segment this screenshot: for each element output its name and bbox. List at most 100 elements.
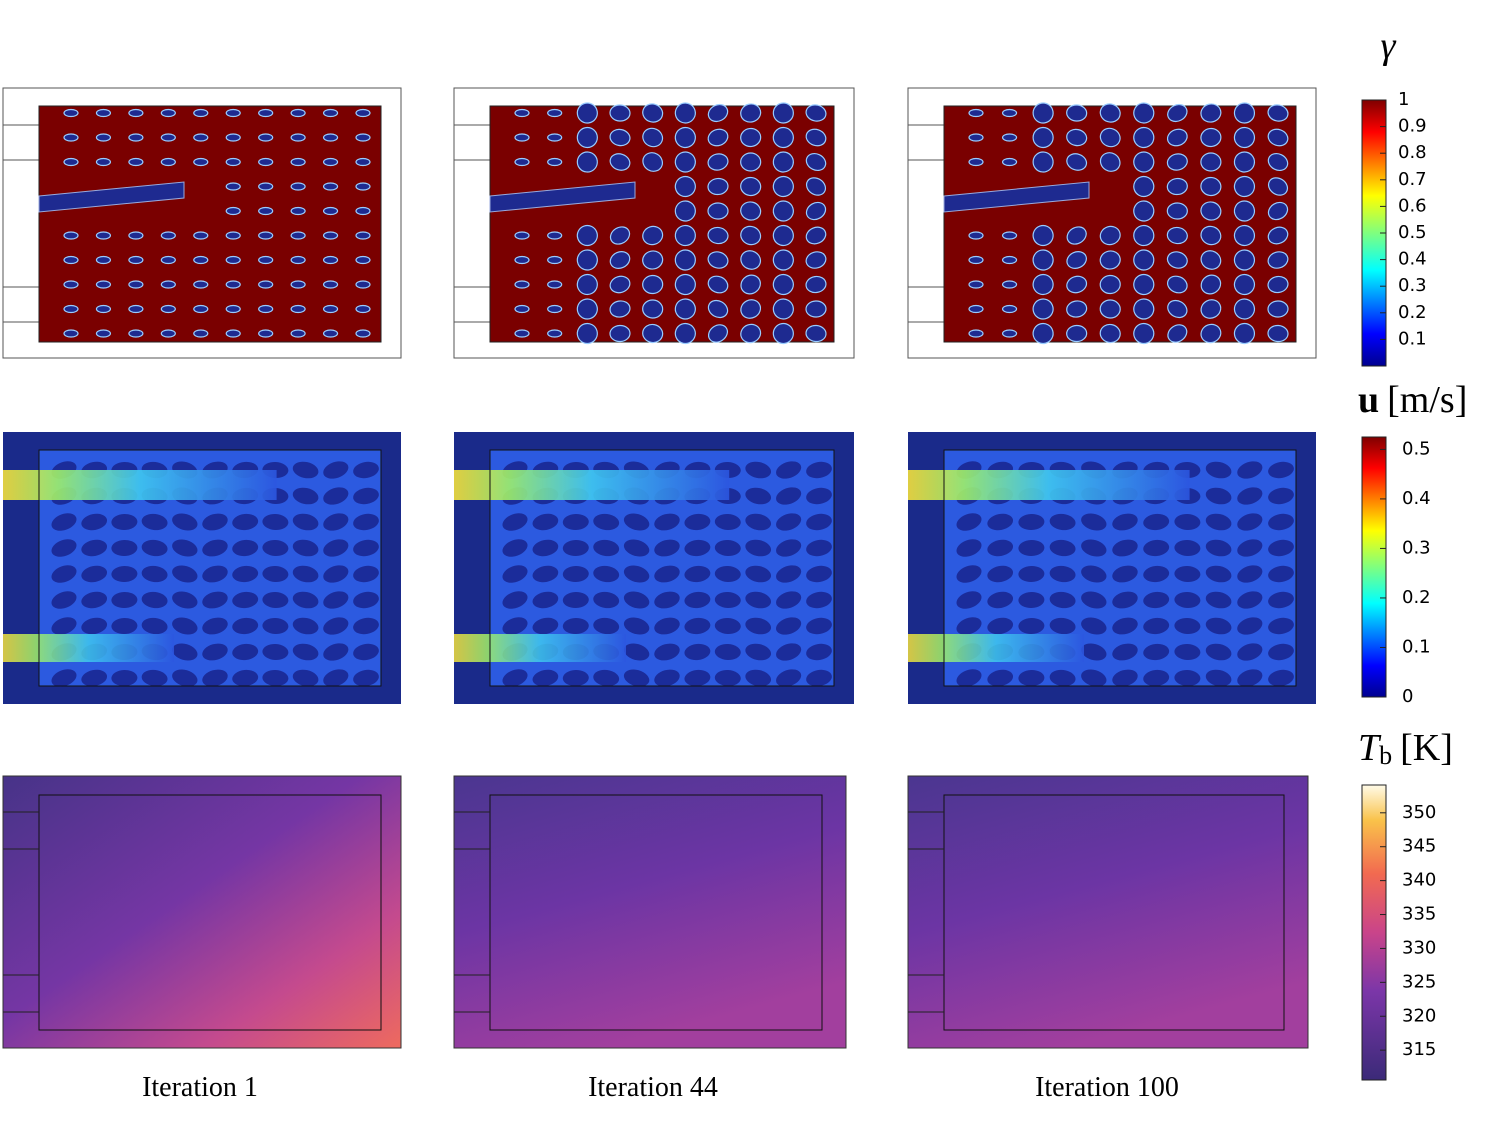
fluid-pore <box>1233 298 1256 320</box>
flow-cell <box>111 513 138 531</box>
flow-cell <box>745 591 772 609</box>
fluid-pore <box>1001 255 1018 265</box>
flow-cell <box>1018 669 1045 687</box>
fluid-pore <box>95 280 112 289</box>
fluid-pore <box>576 126 598 149</box>
baffle <box>38 181 185 213</box>
fluid-pore <box>258 280 274 289</box>
fluid-pore <box>63 231 79 240</box>
flow-cell <box>323 461 349 479</box>
flow-cell <box>745 643 772 661</box>
panel-column <box>2 87 402 1049</box>
fluid-pore <box>968 280 984 289</box>
flow-cell <box>776 669 802 687</box>
fluid-pore <box>1166 251 1188 269</box>
fluid-pore <box>707 202 729 220</box>
fluid-pore <box>290 206 306 216</box>
flow-cell <box>353 461 379 479</box>
fluid-pore <box>355 255 371 265</box>
flow-cell <box>1205 669 1232 687</box>
flow-cell <box>1174 591 1201 609</box>
colorbar-tick-label: 345 <box>1402 836 1436 857</box>
colorbar-tick-label: 330 <box>1402 937 1436 958</box>
flow-cell <box>262 591 289 609</box>
flow-cell <box>806 461 832 479</box>
fluid-pore <box>1133 322 1155 345</box>
flow-cell <box>532 617 559 635</box>
flow-cell <box>806 565 832 583</box>
fluid-pore <box>1233 249 1256 271</box>
fluid-pore <box>514 157 530 167</box>
flow-cell <box>1143 513 1170 531</box>
fluid-pore <box>225 108 241 118</box>
colorbar-tick-label: 0.8 <box>1398 142 1427 163</box>
fluid-pore <box>1233 151 1256 173</box>
flow-cell <box>1205 487 1232 505</box>
fluid-pore <box>772 322 794 345</box>
fluid-pore <box>547 280 563 289</box>
flow-cell <box>1018 617 1045 635</box>
fluid-pore <box>1133 249 1155 271</box>
velocity-outline <box>38 449 382 687</box>
fluid-pore <box>1066 324 1088 343</box>
flow-cell <box>232 669 259 687</box>
flow-cell <box>202 669 228 687</box>
fluid-pore <box>290 182 306 191</box>
colorbar-tick-label: 0.3 <box>1398 275 1427 296</box>
fluid-pore <box>547 108 563 118</box>
fluid-pore <box>355 280 371 289</box>
flow-cell <box>654 513 680 531</box>
panels <box>2 87 1317 1049</box>
fluid-pore <box>290 108 306 118</box>
flow-cell <box>714 669 741 687</box>
fluid-pore <box>1267 300 1289 318</box>
fluid-pore <box>1166 275 1188 294</box>
fluid-pore <box>193 133 209 142</box>
fluid-pore <box>514 108 530 118</box>
flow-cell <box>353 591 379 609</box>
fluid-pore <box>772 102 794 124</box>
colorbar-tick-label: 320 <box>1402 1005 1436 1026</box>
fluid-pore <box>1133 102 1155 124</box>
fluid-pore <box>258 157 274 167</box>
fluid-pore <box>290 304 306 314</box>
fluid-pore <box>1066 104 1088 122</box>
fluid-pore <box>258 108 274 118</box>
fluid-pore <box>772 126 794 149</box>
baffle <box>943 181 1090 213</box>
fluid-pore <box>1032 298 1054 320</box>
flow-cell <box>806 617 832 635</box>
fluid-pore <box>193 231 209 240</box>
colorbar-symbol: γ <box>1381 25 1397 67</box>
fluid-pore <box>95 108 112 118</box>
fluid-pore <box>772 249 794 271</box>
colorbar-symbol: T <box>1358 727 1382 769</box>
fluid-pore <box>258 329 274 338</box>
flow-cell <box>1081 643 1107 661</box>
colorbar-tick-label: 0.9 <box>1398 116 1427 137</box>
column-label: Iteration 44 <box>588 1072 718 1103</box>
fluid-pore <box>1032 249 1054 271</box>
fluid-pore <box>547 255 563 265</box>
fluid-pore <box>322 182 339 191</box>
flow-cell <box>684 643 711 661</box>
fluid-pore <box>128 255 144 265</box>
fluid-pore <box>609 226 631 245</box>
fluid-pore <box>1267 128 1289 147</box>
flow-cell <box>202 643 228 661</box>
panel-column <box>453 87 855 1049</box>
flow-cell <box>1268 643 1294 661</box>
colorbar-tick-label: 0.6 <box>1398 195 1427 216</box>
fluid-pore <box>355 329 371 338</box>
fluid-pore <box>674 102 696 124</box>
flow-cell <box>1081 539 1107 557</box>
flow-cell <box>593 669 620 687</box>
fluid-pore <box>609 251 631 269</box>
flow-cell <box>1049 565 1076 583</box>
flow-cell <box>292 591 319 609</box>
flow-cell <box>1174 539 1201 557</box>
fluid-pore <box>355 133 371 142</box>
colorbar-tick-label: 0.2 <box>1402 587 1431 608</box>
flow-cell <box>654 669 680 687</box>
colorbar-subscript: b <box>1379 741 1392 770</box>
